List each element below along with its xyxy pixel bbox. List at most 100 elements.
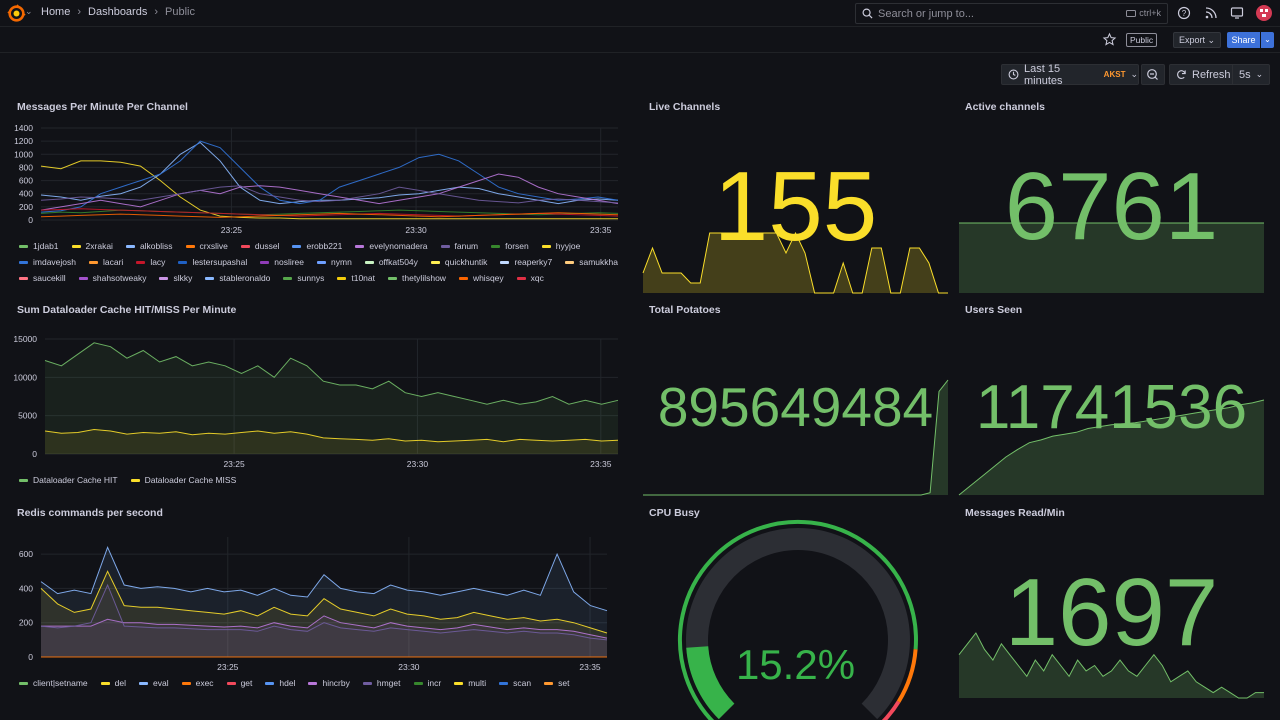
panel-title[interactable]: Live Channels: [649, 101, 721, 113]
total-potatoes-sparkline: [643, 379, 949, 496]
search-input[interactable]: Search or jump to... ctrl+k: [855, 3, 1168, 24]
y-tick-label: 5000: [18, 411, 37, 421]
legend-swatch: [283, 276, 293, 280]
y-tick-label: 0: [32, 449, 37, 459]
y-tick-label: 1200: [14, 136, 33, 146]
legend-item[interactable]: hyyjoe: [541, 240, 580, 252]
legend-item[interactable]: whisqey: [458, 272, 504, 284]
legend-swatch: [125, 244, 135, 248]
export-button[interactable]: Export ⌄: [1173, 32, 1221, 48]
legend-item[interactable]: erobb221: [292, 240, 342, 252]
messages-line-fanum: [40, 185, 619, 204]
breadcrumb-home[interactable]: Home: [41, 6, 71, 18]
legend-item[interactable]: stableronaldo: [205, 272, 270, 284]
star-icon[interactable]: [1102, 32, 1117, 46]
legend-item[interactable]: fanum: [440, 240, 478, 252]
legend-item[interactable]: offkat504y: [364, 256, 418, 268]
legend-item[interactable]: dussel: [240, 240, 279, 252]
legend-item[interactable]: forsen: [491, 240, 529, 252]
legend-item[interactable]: crxslive: [185, 240, 228, 252]
legend-swatch: [19, 244, 28, 248]
legend-item[interactable]: nosliree: [260, 256, 304, 268]
legend-item[interactable]: 1jdab1: [19, 240, 59, 252]
gauge-value-arc: [686, 645, 735, 720]
panel-messages-per-minute: Messages Per Minute Per Channel 0 200 400 6…: [14, 101, 627, 291]
legend-label: imdavejosh: [33, 257, 76, 267]
breadcrumb-dashboards[interactable]: Dashboards: [88, 6, 148, 18]
panel-title[interactable]: CPU Busy: [649, 507, 700, 519]
legend-item[interactable]: lacari: [89, 256, 123, 268]
legend-item[interactable]: slkky: [159, 272, 192, 284]
refresh-interval-picker[interactable]: 5s ⌄: [1233, 64, 1270, 85]
legend-item[interactable]: samukkha: [565, 256, 618, 268]
legend-swatch: [19, 478, 28, 482]
share-button[interactable]: Share: [1227, 32, 1260, 48]
legend-item[interactable]: shahsotweaky: [78, 272, 146, 284]
help-icon[interactable]: ?: [1177, 6, 1191, 20]
legend-item[interactable]: Dataloader Cache MISS: [130, 474, 236, 486]
export-label: Export: [1178, 35, 1205, 45]
legend-item[interactable]: scan: [499, 677, 531, 689]
legend-item[interactable]: evelynomadera: [355, 240, 428, 252]
legend-item[interactable]: lestersupashal: [178, 256, 247, 268]
cache-area-Dataloader Cache MISS: [45, 429, 618, 454]
legend-swatch: [71, 244, 81, 248]
legend-item[interactable]: eval: [139, 677, 169, 689]
legend-item[interactable]: quickhuntik: [430, 256, 487, 268]
legend-item[interactable]: get: [226, 677, 252, 689]
cpu-busy-gauge: [678, 519, 918, 720]
legend-item[interactable]: thetylilshow: [388, 272, 446, 284]
chevron-down-icon[interactable]: ⌄: [25, 6, 33, 16]
avatar[interactable]: [1256, 5, 1272, 21]
panel-title[interactable]: Redis commands per second: [17, 507, 163, 519]
zoom-out-icon: [1147, 69, 1158, 80]
refresh-interval-value: 5s: [1239, 68, 1251, 81]
rss-icon[interactable]: [1204, 6, 1218, 20]
panel-title[interactable]: Active channels: [965, 101, 1045, 113]
legend-item[interactable]: hdel: [265, 677, 295, 689]
redis-line-del: [40, 570, 608, 634]
legend-item[interactable]: set: [544, 677, 569, 689]
legend-item[interactable]: hincrby: [308, 677, 350, 689]
legend-label: hdel: [279, 678, 296, 688]
panel-title[interactable]: Messages Per Minute Per Channel: [17, 101, 188, 113]
legend-label: 1jdab1: [33, 241, 59, 251]
legend-item[interactable]: t10nat: [337, 272, 375, 284]
legend-item[interactable]: nymn: [317, 256, 352, 268]
grafana-logo-icon[interactable]: [7, 4, 26, 22]
legend-item[interactable]: alkobliss: [125, 240, 173, 252]
legend-item[interactable]: client|setname: [19, 677, 88, 689]
legend-item[interactable]: xqc: [516, 272, 544, 284]
time-range-picker[interactable]: Last 15 minutes AKST ⌄: [1001, 63, 1139, 87]
y-tick-label: 400: [19, 583, 33, 593]
legend-item[interactable]: 2xrakai: [71, 240, 113, 252]
legend-item[interactable]: exec: [181, 677, 214, 689]
refresh-button[interactable]: Refresh: [1169, 64, 1233, 85]
panel-title[interactable]: Total Potatoes: [649, 304, 721, 316]
share-menu-chevron-icon[interactable]: ⌄: [1261, 32, 1274, 48]
legend-item[interactable]: hmget: [362, 677, 401, 689]
zoom-out-button[interactable]: [1141, 64, 1165, 85]
panel-title[interactable]: Users Seen: [965, 304, 1023, 316]
legend-item[interactable]: sunnys: [283, 272, 324, 284]
messages-line-alkobliss: [40, 141, 619, 205]
timezone-badge: AKST: [1103, 70, 1126, 79]
legend-item[interactable]: reaperky7: [500, 256, 552, 268]
messages-read-sparkline: [958, 632, 1264, 699]
legend-item[interactable]: lacy: [136, 256, 165, 268]
legend-item[interactable]: multi: [454, 677, 486, 689]
legend-item[interactable]: saucekill: [19, 272, 66, 284]
legend-label: thetylilshow: [402, 273, 446, 283]
messages-legend: 1jdab1 2xrakai alkobliss crxslive dussel erob…: [19, 240, 619, 284]
panel-title[interactable]: Messages Read/Min: [965, 507, 1065, 519]
panel-messages-read: Messages Read/Min 1697: [958, 507, 1264, 699]
legend-item[interactable]: del: [100, 677, 126, 689]
dataloader-cache-chart: 0 5000 10000 15000 23:25 23:30 23:35: [13, 334, 619, 469]
legend-item[interactable]: imdavejosh: [19, 256, 76, 268]
messages-read-value: 1697: [1004, 559, 1219, 666]
legend-swatch: [454, 681, 464, 685]
kiosk-mode-icon[interactable]: [1230, 6, 1244, 20]
legend-item[interactable]: incr: [413, 677, 441, 689]
legend-item[interactable]: Dataloader Cache HIT: [19, 474, 118, 486]
panel-title[interactable]: Sum Dataloader Cache HIT/MISS Per Minute: [17, 304, 237, 316]
